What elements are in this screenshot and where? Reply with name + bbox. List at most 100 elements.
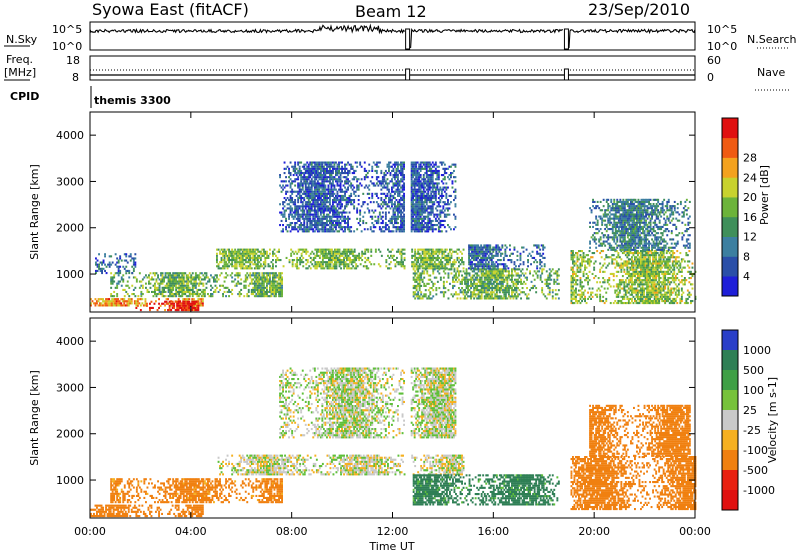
- echo-cell: [332, 199, 334, 202]
- echo-cell: [410, 215, 413, 218]
- echo-cell: [515, 274, 518, 277]
- echo-cell: [458, 265, 460, 268]
- echo-cell: [514, 278, 516, 281]
- echo-cell: [428, 180, 431, 183]
- echo-cell: [303, 211, 306, 214]
- echo-cell: [394, 217, 396, 220]
- echo-cell: [351, 188, 354, 191]
- echo-cell: [430, 209, 433, 212]
- echo-cell: [340, 261, 342, 264]
- echo-cell: [152, 295, 155, 298]
- echo-cell: [240, 278, 243, 281]
- echo-cell: [247, 274, 250, 277]
- echo-cell: [312, 228, 315, 231]
- echo-cell: [312, 194, 315, 197]
- echo-cell: [375, 169, 378, 172]
- echo-cell: [477, 254, 480, 257]
- echo-cell: [220, 261, 223, 264]
- echo-cell: [384, 228, 387, 231]
- echo-cell: [342, 199, 345, 202]
- echo-cell: [291, 263, 294, 266]
- echo-cell: [416, 230, 419, 233]
- echo-cell: [326, 219, 328, 222]
- echo-cell: [394, 203, 396, 206]
- echo-cell: [479, 282, 482, 285]
- echo-cell: [288, 259, 291, 262]
- freq-label: Freq.: [6, 53, 33, 66]
- freq-tick-top: 18: [66, 54, 80, 67]
- echo-cell: [196, 295, 199, 298]
- echo-cell: [533, 284, 536, 287]
- echo-cell: [313, 194, 316, 197]
- echo-cell: [298, 182, 301, 185]
- echo-cell: [441, 248, 444, 251]
- echo-cell: [290, 252, 293, 255]
- echo-cell: [322, 197, 325, 200]
- echo-cell: [345, 205, 348, 208]
- echo-cell: [363, 178, 366, 181]
- echo-cell: [395, 180, 398, 183]
- echo-cell: [440, 190, 443, 193]
- echo-cell: [401, 197, 404, 200]
- echo-cell: [249, 274, 252, 277]
- echo-cell: [279, 280, 282, 283]
- echo-cell: [423, 263, 426, 266]
- echo-cell: [346, 265, 348, 268]
- echo-cell: [521, 282, 524, 285]
- echo-cell: [462, 297, 465, 300]
- echo-cell: [388, 163, 390, 166]
- echo-cell: [410, 207, 413, 210]
- echo-cell: [498, 297, 501, 300]
- echo-cell: [429, 248, 432, 251]
- echo-cell: [486, 284, 489, 287]
- echo-cell: [281, 284, 283, 287]
- echo-cell: [415, 295, 418, 298]
- echo-cell: [401, 222, 404, 225]
- echo-cell: [348, 163, 351, 166]
- echo-cell: [281, 282, 283, 285]
- echo-cell: [298, 161, 301, 164]
- echo-cell: [380, 230, 383, 233]
- echo-cell: [117, 272, 120, 275]
- echo-cell: [388, 226, 390, 229]
- echo-cell: [116, 286, 119, 289]
- echo-cell: [444, 268, 447, 271]
- echo-cell: [421, 213, 424, 216]
- echo-cell: [326, 176, 328, 179]
- echo-cell: [418, 252, 421, 255]
- echo-cell: [297, 190, 300, 193]
- echo-cell: [133, 302, 136, 305]
- echo-cell: [445, 197, 448, 200]
- echo-cell: [434, 172, 437, 175]
- echo-cell: [191, 293, 194, 296]
- echo-cell: [339, 161, 342, 164]
- echo-cell: [369, 226, 372, 229]
- echo-cell: [380, 199, 383, 202]
- echo-cell: [422, 176, 425, 179]
- echo-cell: [296, 256, 299, 259]
- echo-cell: [332, 263, 335, 266]
- echo-cell: [442, 291, 445, 294]
- echo-cell: [154, 284, 156, 287]
- echo-cell: [226, 274, 229, 277]
- echo-cell: [439, 219, 442, 222]
- echo-cell: [415, 278, 418, 281]
- echo-cell: [362, 219, 365, 222]
- echo-cell: [497, 270, 500, 273]
- echo-cell: [494, 284, 497, 287]
- echo-cell: [416, 215, 419, 218]
- echo-cell: [427, 297, 430, 300]
- echo-cell: [314, 256, 317, 259]
- echo-cell: [442, 224, 445, 227]
- echo-cell: [308, 265, 311, 268]
- echo-cell: [413, 178, 416, 181]
- echo-cell: [132, 261, 135, 264]
- echo-cell: [432, 265, 435, 268]
- echo-cell: [548, 291, 551, 294]
- echo-cell: [445, 207, 448, 210]
- echo-cell: [269, 276, 271, 279]
- echo-cell: [332, 165, 334, 168]
- echo-cell: [471, 284, 474, 287]
- echo-cell: [444, 254, 447, 257]
- echo-cell: [300, 213, 303, 216]
